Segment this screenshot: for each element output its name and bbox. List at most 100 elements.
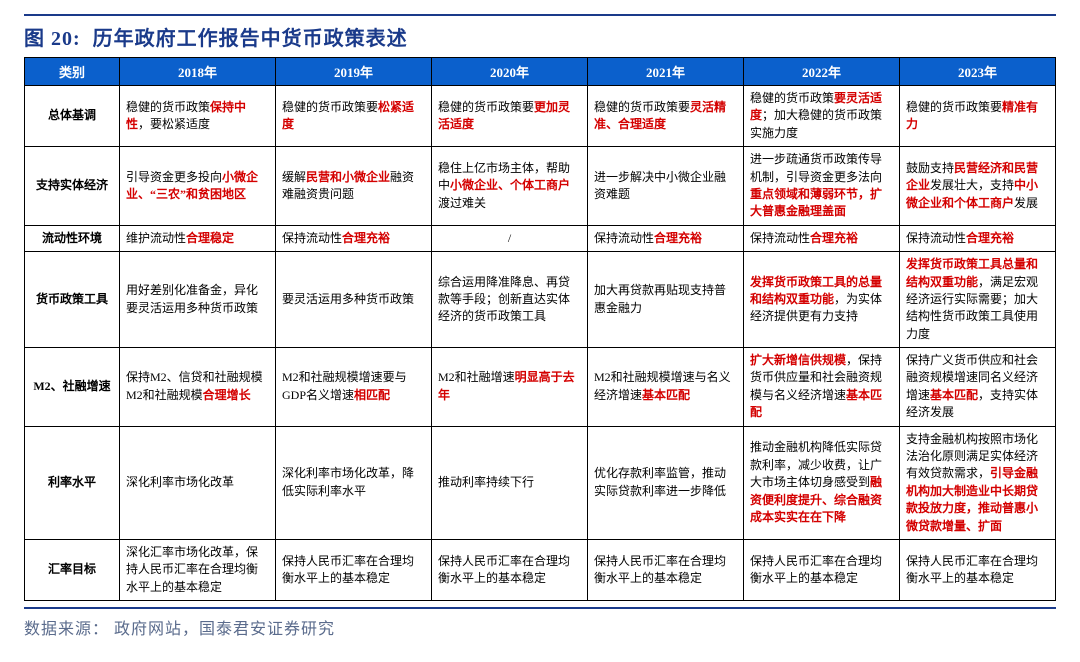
highlight-text: 合理充裕 <box>654 231 702 245</box>
col-header-year: 2021年 <box>588 58 744 86</box>
table-cell: 推动利率持续下行 <box>432 426 588 539</box>
plain-text: 稳健的货币政策 <box>750 91 834 105</box>
table-cell: 支持金融机构按照市场化法治化原则满足实体经济有效贷款需求，引导金融机构加大制造业… <box>900 426 1056 539</box>
table-cell: M2和社融规模增速与名义经济增速基本匹配 <box>588 348 744 427</box>
plain-text: 稳健的货币政策要 <box>282 100 378 114</box>
plain-text: 引导资金更多投向 <box>126 170 222 184</box>
highlight-text: 民营和小微企业 <box>306 170 390 184</box>
plain-text: 保持人民币汇率在合理均衡水平上的基本稳定 <box>594 554 726 585</box>
table-row: 总体基调稳健的货币政策保持中性，要松紧适度稳健的货币政策要松紧适度稳健的货币政策… <box>25 86 1056 147</box>
row-label: 总体基调 <box>25 86 120 147</box>
table-cell: 保持流动性合理充裕 <box>588 225 744 251</box>
table-row: 流动性环境维护流动性合理稳定保持流动性合理充裕/保持流动性合理充裕保持流动性合理… <box>25 225 1056 251</box>
plain-text: 稳健的货币政策要 <box>906 100 1002 114</box>
row-label: 汇率目标 <box>25 539 120 600</box>
table-cell: 深化利率市场化改革，降低实际利率水平 <box>276 426 432 539</box>
table-cell: 稳健的货币政策要松紧适度 <box>276 86 432 147</box>
plain-text: 综合运用降准降息、再贷款等手段；创新直达实体经济的货币政策工具 <box>438 275 570 324</box>
table-cell: 稳健的货币政策保持中性，要松紧适度 <box>120 86 276 147</box>
table-cell: 用好差别化准备金，异化 要灵活运用多种货币政策 <box>120 252 276 348</box>
highlight-text: 基本匹配 <box>642 388 690 402</box>
policy-table: 类别2018年2019年2020年2021年2022年2023年 总体基调稳健的… <box>24 57 1056 601</box>
highlight-text: 小微企业、个体工商户 <box>450 178 570 192</box>
row-label: 利率水平 <box>25 426 120 539</box>
plain-text: 缓解 <box>282 170 306 184</box>
table-cell: 保持人民币汇率在合理均衡水平上的基本稳定 <box>432 539 588 600</box>
table-cell: 加大再贷款再贴现支持普惠金融力 <box>588 252 744 348</box>
plain-text: 保持人民币汇率在合理均衡水平上的基本稳定 <box>750 554 882 585</box>
table-cell: 引导资金更多投向小微企业、“三农”和贫困地区 <box>120 147 276 226</box>
table-cell: 稳健的货币政策要更加灵活适度 <box>432 86 588 147</box>
plain-text: 保持流动性 <box>750 231 810 245</box>
table-cell: 稳健的货币政策要灵活适度；加大稳健的货币政策实施力度 <box>744 86 900 147</box>
table-cell: 缓解民营和小微企业融资难融资贵问题 <box>276 147 432 226</box>
table-cell: 保持人民币汇率在合理均衡水平上的基本稳定 <box>276 539 432 600</box>
source-label: 数据来源： <box>24 621 109 638</box>
highlight-text: 合理充裕 <box>342 231 390 245</box>
highlight-text: 合理充裕 <box>810 231 858 245</box>
table-cell: 发挥货币政策工具的总量和结构双重功能，为实体经济提供更有力支持 <box>744 252 900 348</box>
highlight-text: 基本匹配 <box>930 388 978 402</box>
table-row: M2、社融增速保持M2、信贷和社融规模M2和社融规模合理增长M2和社融规模增速要… <box>25 348 1056 427</box>
table-cell: 保持流动性合理充裕 <box>744 225 900 251</box>
plain-text: 保持流动性 <box>906 231 966 245</box>
data-source: 数据来源： 政府网站，国泰君安证券研究 <box>24 607 1056 639</box>
table-header: 类别2018年2019年2020年2021年2022年2023年 <box>25 58 1056 86</box>
plain-text: 发展 <box>1014 196 1038 210</box>
table-cell: 扩大新增信供规模，保持货币供应量和社会融资规模与名义经济增速基本匹配 <box>744 348 900 427</box>
row-label: 货币政策工具 <box>25 252 120 348</box>
table-cell: 鼓励支持民营经济和民营企业发展壮大，支持中小微企业和个体工商户发展 <box>900 147 1056 226</box>
col-header-year: 2018年 <box>120 58 276 86</box>
table-cell: 发挥货币政策工具总量和结构双重功能，满足宏观经济运行实际需要；加大结构性货币政策… <box>900 252 1056 348</box>
table-row: 汇率目标深化汇率市场化改革，保持人民币汇率在合理均衡水平上的基本稳定保持人民币汇… <box>25 539 1056 600</box>
table-cell: 保持M2、信贷和社融规模M2和社融规模合理增长 <box>120 348 276 427</box>
table-cell: 要灵活运用多种货币政策 <box>276 252 432 348</box>
row-label: 支持实体经济 <box>25 147 120 226</box>
highlight-text: 相匹配 <box>354 388 390 402</box>
row-label: 流动性环境 <box>25 225 120 251</box>
table-cell: 稳健的货币政策要精准有力 <box>900 86 1056 147</box>
table-row: 利率水平深化利率市场化改革深化利率市场化改革，降低实际利率水平推动利率持续下行优… <box>25 426 1056 539</box>
table-cell: 进一步疏通货币政策传导机制，引导资金更多法向重点领域和薄弱环节，扩大普惠金融理盖… <box>744 147 900 226</box>
col-header-year: 2019年 <box>276 58 432 86</box>
table-cell: M2和社融增速明显高于去年 <box>432 348 588 427</box>
plain-text: 进一步疏通货币政策传导机制，引导资金更多法向 <box>750 152 882 183</box>
table-cell: / <box>432 225 588 251</box>
plain-text: 发展壮大，支持 <box>930 178 1014 192</box>
highlight-text: 合理增长 <box>203 388 251 402</box>
row-label: M2、社融增速 <box>25 348 120 427</box>
col-header-year: 2023年 <box>900 58 1056 86</box>
plain-text: 保持人民币汇率在合理均衡水平上的基本稳定 <box>438 554 570 585</box>
plain-text: 要灵活运用多种货币政策 <box>282 292 414 306</box>
plain-text: 保持人民币汇率在合理均衡水平上的基本稳定 <box>906 554 1038 585</box>
table-cell: 保持广义货币供应和社会融资规模增速同名义经济增速基本匹配，支持实体经济发展 <box>900 348 1056 427</box>
plain-text: 深化汇率市场化改革，保持人民币汇率在合理均衡水平上的基本稳定 <box>126 545 258 594</box>
source-text: 政府网站，国泰君安证券研究 <box>114 621 335 638</box>
table-cell: 保持流动性合理充裕 <box>276 225 432 251</box>
plain-text: 深化利率市场化改革，降低实际利率水平 <box>282 466 414 497</box>
figure-number: 图 20: <box>24 28 81 50</box>
table-body: 总体基调稳健的货币政策保持中性，要松紧适度稳健的货币政策要松紧适度稳健的货币政策… <box>25 86 1056 601</box>
col-header-year: 2022年 <box>744 58 900 86</box>
table-cell: 进一步解决中小微企业融资难题 <box>588 147 744 226</box>
plain-text: ，要松紧适度 <box>138 117 210 131</box>
table-cell: 保持人民币汇率在合理均衡水平上的基本稳定 <box>744 539 900 600</box>
table-cell: M2和社融规模增速要与GDP名义增速相匹配 <box>276 348 432 427</box>
plain-text: 进一步解决中小微企业融资难题 <box>594 170 726 201</box>
title-block: 图 20: 历年政府工作报告中货币政策表述 <box>24 14 1056 51</box>
highlight-text: 重点领域和薄弱环节，扩大普惠金融理盖面 <box>750 187 882 218</box>
plain-text: / <box>508 231 511 245</box>
plain-text: 用好差别化准备金，异化 要灵活运用多种货币政策 <box>126 283 258 314</box>
plain-text: 加大再贷款再贴现支持普惠金融力 <box>594 283 726 314</box>
plain-text: M2和社融增速 <box>438 370 515 384</box>
plain-text: 渡过难关 <box>438 196 486 210</box>
col-header-year: 2020年 <box>432 58 588 86</box>
plain-text: 稳健的货币政策 <box>126 100 210 114</box>
table-cell: 深化汇率市场化改革，保持人民币汇率在合理均衡水平上的基本稳定 <box>120 539 276 600</box>
table-row: 货币政策工具用好差别化准备金，异化 要灵活运用多种货币政策 要灵活运用多种货币政策… <box>25 252 1056 348</box>
table-cell: 优化存款利率监管，推动实际贷款利率进一步降低 <box>588 426 744 539</box>
plain-text: 保持人民币汇率在合理均衡水平上的基本稳定 <box>282 554 414 585</box>
plain-text: 鼓励支持 <box>906 161 954 175</box>
table-cell: 稳健的货币政策要灵活精准、合理适度 <box>588 86 744 147</box>
table-cell: 深化利率市场化改革 <box>120 426 276 539</box>
